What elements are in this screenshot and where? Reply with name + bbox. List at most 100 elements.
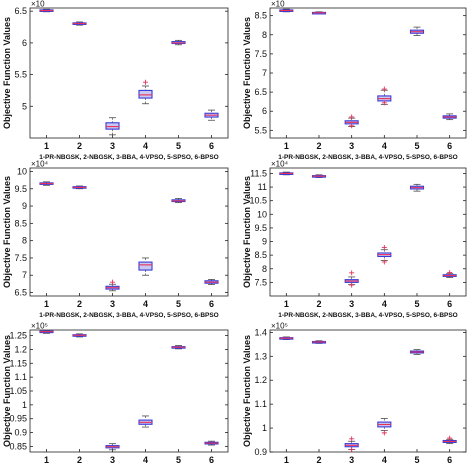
y-axis-label: Objective Function Values [242,176,252,288]
y-tick-label: 0.9 [254,447,267,457]
y-axis-label: Objective Function Values [2,335,12,447]
box-body [138,89,153,99]
chart-panel-2: 5.5 6 6.5 7 7.5 8 8.5 ×10 1 2 3 4 5 6 Objective Functi… [242,0,467,161]
box-4 [377,245,392,265]
x-axis-label: 1-PR-NBGSK, 2-NBGSK, 3-BBA, 4-VPSO, 5-SP… [39,154,219,161]
box-5 [409,349,425,355]
outlier-point [381,259,387,265]
outlier-point [447,435,453,441]
y-tick-label: 6.5 [14,288,27,298]
x-tick-label: 2 [77,455,82,465]
box-1 [279,171,294,176]
y-tick-label: 1.2 [14,344,27,354]
x-tick-label: 3 [349,141,354,151]
outlier-point [110,279,115,285]
y-tick-label: 10.5 [249,196,267,206]
x-tick-label: 1 [44,141,49,151]
box-6 [204,109,219,121]
chart-panel-5: 0.85 0.9 0.95 1 1.05 1.1 1.15 1.2 1.25 ×10⁵ 1 2 3 4 5 6… [2,322,229,465]
axis-exponent: ×10⁴ [271,160,289,169]
y-tick-label: 8 [22,236,27,246]
x-tick-label: 5 [176,299,181,309]
axis-exponent: ×10⁴ [31,160,49,169]
y-tick-label: 10 [17,166,27,176]
y-tick-label: 1.4 [254,327,267,337]
box-6 [442,113,457,121]
y-tick-label: 9.5 [14,184,27,194]
y-tick-label: 5.5 [254,125,267,135]
x-tick-label: 1 [284,141,289,151]
box-3 [344,436,359,453]
y-tick-label: 8 [262,30,267,40]
y-tick-label: 6 [22,38,27,48]
x-tick-label: 1 [44,455,49,465]
x-tick-label: 3 [110,299,115,309]
x-tick-label: 6 [447,455,452,465]
box-2 [72,333,87,338]
y-tick-label: 7 [262,68,267,78]
y-tick-label: 6.5 [254,87,267,97]
box-5 [409,183,425,192]
box-4 [377,86,392,106]
x-tick-label: 6 [209,455,214,465]
x-tick-label: 5 [176,455,181,465]
y-tick-label: 1.25 [9,331,27,341]
x-tick-label: 5 [414,141,419,151]
box-3 [105,117,120,136]
y-tick-label: 5 [22,101,27,111]
box-5 [171,198,186,203]
box-1 [39,330,54,334]
x-axis-label: 1-PR-NBGSK, 2-NBGSK, 3-BBA, 4-VPSO, 5-SP… [39,312,219,319]
box-2 [311,340,327,344]
chart-panel-1: 5 5.5 6 6.5 ×10 1 2 3 4 5 6 Objective Function Valu… [2,0,229,161]
box-4 [377,418,392,436]
box-1 [279,336,294,340]
x-tick-label: 4 [382,141,387,151]
x-tick-label: 1 [284,455,289,465]
x-tick-label: 4 [382,455,387,465]
outlier-point [447,270,453,276]
chart-panel-3: 6.5 7 7.5 8 8.5 9 9.5 10 ×10⁴ 1 2 3 4 5 6 Objective Fun… [2,160,229,319]
x-tick-label: 2 [77,141,82,151]
axes-frame [269,329,467,453]
axis-exponent: ×10⁵ [31,322,48,331]
x-tick-label: 2 [77,299,82,309]
y-tick-label: 0.95 [9,414,27,424]
axes-frame [29,167,229,297]
x-tick-label: 3 [349,455,354,465]
y-axis-label: Objective Function Values [242,335,252,447]
x-tick-label: 4 [143,299,148,309]
x-tick-label: 2 [316,141,321,151]
y-tick-label: 7.5 [254,277,267,287]
box-4 [138,415,153,428]
y-tick-label: 0.85 [9,441,27,451]
axes-frame [29,7,229,139]
outlier-point [349,436,355,442]
y-tick-label: 1.1 [14,372,27,382]
box-4 [138,257,153,276]
box-5 [409,26,425,36]
box-6 [442,435,457,445]
box-1 [39,181,54,186]
y-tick-label: 0.9 [14,428,27,438]
x-tick-label: 6 [209,299,214,309]
chart-panel-4: 7.5 8 8.5 9 9.5 10 10.5 11 11.5 ×10⁴ 1 2 3 4 5 6 Objecti… [242,160,467,319]
outlier-point [143,79,148,85]
box-3 [105,279,120,292]
x-tick-label: 5 [414,455,419,465]
x-tick-label: 3 [110,455,115,465]
y-tick-label: 8.5 [254,250,267,260]
box-2 [311,174,327,178]
y-tick-label: 6.5 [14,6,27,16]
box-body [105,122,120,130]
x-tick-label: 5 [414,299,419,309]
box-6 [442,270,457,278]
axes-frame [269,167,467,297]
y-tick-label: 7.5 [254,49,267,59]
x-tick-label: 6 [447,141,452,151]
axes-frame [29,329,229,453]
y-axis-label: Objective Function Values [2,17,12,129]
outlier-point [349,123,355,129]
y-tick-label: 7.5 [14,253,27,263]
box-6 [204,440,219,446]
